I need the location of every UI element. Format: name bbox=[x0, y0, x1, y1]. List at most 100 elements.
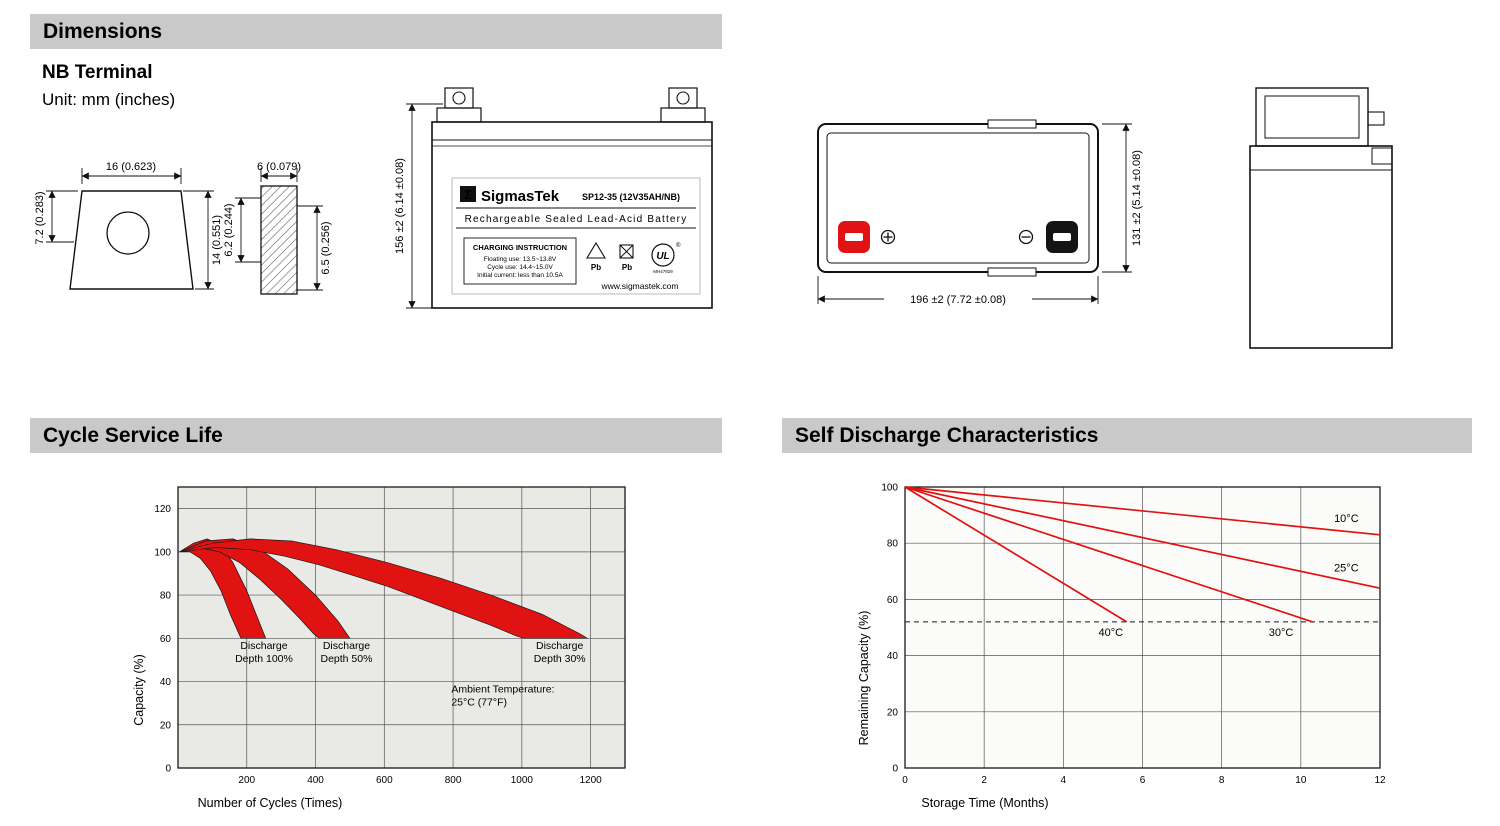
pb-crossed-bin-icon bbox=[619, 244, 634, 259]
website-text: www.sigmastek.com bbox=[601, 281, 679, 291]
chart-annotation: Depth 30% bbox=[534, 653, 586, 665]
model-number: SP12-35 (12V35AH/NB) bbox=[582, 192, 680, 202]
x-tick-label: 200 bbox=[238, 775, 255, 786]
temperature-label: 25°C bbox=[1334, 562, 1359, 574]
temperature-line bbox=[904, 486, 1128, 623]
plot-border bbox=[177, 486, 626, 769]
terminal-side-height-dim: 6.5 (0.256) bbox=[320, 221, 332, 274]
battery-top-view bbox=[817, 119, 1132, 306]
chart-annotation: Discharge bbox=[536, 640, 583, 652]
y-tick-label: 40 bbox=[160, 677, 172, 688]
x-tick-label: 1000 bbox=[511, 775, 534, 786]
pb-recycle-icon bbox=[586, 241, 606, 259]
x-axis-title: Number of Cycles (Times) bbox=[198, 796, 343, 810]
terminal-front-partial-height-dim: 7.2 (0.283) bbox=[34, 191, 46, 244]
ul-text: UL bbox=[656, 251, 669, 262]
x-tick-label: 12 bbox=[1374, 775, 1386, 786]
x-tick-label: 0 bbox=[902, 775, 908, 786]
x-tick-label: 1200 bbox=[579, 775, 602, 786]
battery-type-line: Rechargeable Sealed Lead-Acid Battery bbox=[465, 214, 688, 225]
y-tick-label: 20 bbox=[887, 707, 899, 718]
x-tick-label: 600 bbox=[376, 775, 393, 786]
terminal-cross-section bbox=[260, 185, 298, 295]
plot-border bbox=[904, 486, 1381, 769]
y-tick-label: 100 bbox=[881, 483, 898, 494]
y-tick-label: 20 bbox=[160, 720, 172, 731]
x-tick-label: 6 bbox=[1140, 775, 1146, 786]
y-tick-label: 120 bbox=[154, 504, 171, 515]
x-tick-label: 2 bbox=[981, 775, 987, 786]
charging-instruction-title: CHARGING INSTRUCTION bbox=[473, 243, 567, 252]
dimension-drawings: 16 (0.623) 7.2 (0.283) 14 (0.551) 6 (0.0… bbox=[34, 87, 1393, 349]
y-tick-label: 80 bbox=[160, 591, 172, 602]
y-tick-label: 100 bbox=[154, 547, 171, 558]
x-tick-label: 4 bbox=[1061, 775, 1067, 786]
sigma-glyph: Σ bbox=[464, 187, 472, 202]
cycle-service-life-title: Cycle Service Life bbox=[43, 423, 223, 447]
y-axis-title: Capacity (%) bbox=[132, 654, 146, 726]
terminal-front-height-dim: 14 (0.551) bbox=[211, 215, 223, 265]
temperature-label: 40°C bbox=[1099, 627, 1124, 639]
pb-label-1: Pb bbox=[591, 263, 601, 272]
x-tick-label: 8 bbox=[1219, 775, 1225, 786]
terminal-side-inner-height-dim: 6.2 (0.244) bbox=[223, 203, 235, 256]
ul-file-number: MH47929 bbox=[653, 269, 673, 274]
chart-annotation: Discharge bbox=[240, 640, 287, 652]
minus-symbol-icon bbox=[1018, 229, 1034, 245]
discharge-depth-band bbox=[179, 538, 589, 639]
y-tick-label: 80 bbox=[887, 539, 899, 550]
ul-mark-icon bbox=[651, 243, 675, 267]
pb-label-2: Pb bbox=[622, 263, 632, 272]
ul-registered-mark: ® bbox=[676, 242, 681, 249]
terminal-blade bbox=[1367, 111, 1385, 126]
unit-note: Unit: mm (inches) bbox=[42, 90, 176, 109]
product-label bbox=[451, 177, 701, 295]
temperature-line bbox=[904, 486, 1381, 590]
temperature-line bbox=[904, 486, 1381, 536]
battery-front-height-dim: 156 ±2 (6.14 ±0.08) bbox=[394, 158, 406, 254]
charging-line-1: Floating use: 13.5~13.8V bbox=[484, 256, 557, 263]
battery-case bbox=[431, 121, 713, 309]
terminal-type-title: NB Terminal bbox=[42, 62, 153, 83]
chart-annotation: 25°C (77°F) bbox=[451, 696, 507, 708]
chart-annotation: Discharge bbox=[323, 640, 370, 652]
x-tick-label: 400 bbox=[307, 775, 324, 786]
terminal-post-circle bbox=[106, 211, 150, 255]
charging-line-3: Initial current: less than 10.5A bbox=[477, 272, 563, 279]
dimensions-section-header: Dimensions bbox=[30, 14, 722, 49]
y-axis-title: Remaining Capacity (%) bbox=[857, 611, 871, 746]
temperature-line bbox=[904, 486, 1313, 623]
y-tick-label: 0 bbox=[892, 764, 898, 775]
battery-front-view bbox=[406, 87, 713, 309]
y-tick-label: 0 bbox=[165, 764, 171, 775]
terminal-side-width-dim: 6 (0.079) bbox=[257, 161, 301, 173]
x-axis-title: Storage Time (Months) bbox=[921, 796, 1048, 810]
brand-name: SigmasTek bbox=[481, 188, 560, 205]
chart-annotation: Depth 100% bbox=[235, 653, 293, 665]
battery-top-depth-dim: 131 ±2 (5.14 ±0.08) bbox=[1131, 150, 1143, 246]
terminal-front-width-dim: 16 (0.623) bbox=[106, 161, 156, 173]
cycle-service-life-header: Cycle Service Life bbox=[30, 418, 722, 453]
left-terminal-hole bbox=[452, 91, 466, 105]
y-tick-label: 40 bbox=[887, 651, 899, 662]
cycle-service-life-chart: 200 400 600 800 1000 1200 0 20 40 60 80 100 120 Disch… bbox=[132, 486, 626, 810]
chart-annotation: Ambient Temperature: bbox=[451, 683, 554, 695]
self-discharge-chart: 0 2 4 6 8 10 12 0 20 40 60 80 100 10°C 25°C 30°C 40°C Sto… bbox=[857, 483, 1386, 811]
dimensions-section-title: Dimensions bbox=[43, 19, 163, 43]
chart-annotation: Depth 50% bbox=[321, 653, 373, 665]
x-tick-label: 10 bbox=[1295, 775, 1307, 786]
battery-top-width-dim: 196 ±2 (7.72 ±0.08) bbox=[910, 294, 1006, 306]
terminal-front-view bbox=[46, 168, 214, 290]
sigma-logo-box bbox=[460, 186, 476, 202]
self-discharge-title: Self Discharge Characteristics bbox=[795, 423, 1099, 447]
plus-symbol-icon bbox=[880, 229, 896, 245]
case-outline bbox=[817, 123, 1099, 273]
self-discharge-header: Self Discharge Characteristics bbox=[782, 418, 1472, 453]
right-terminal-hole bbox=[676, 91, 690, 105]
x-tick-label: 800 bbox=[445, 775, 462, 786]
terminal-side-view bbox=[235, 168, 323, 295]
temperature-label: 10°C bbox=[1334, 513, 1359, 525]
y-tick-label: 60 bbox=[887, 595, 899, 606]
charging-line-2: Cycle use: 14.4~15.0V bbox=[487, 264, 553, 271]
